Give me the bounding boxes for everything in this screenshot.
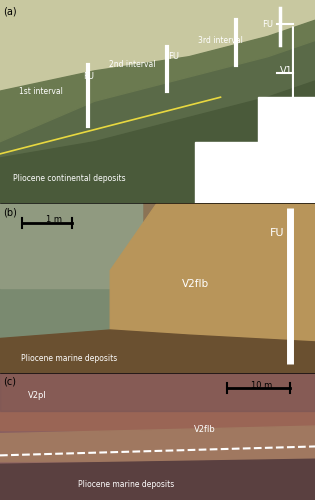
Text: (b): (b) bbox=[3, 208, 17, 218]
Polygon shape bbox=[0, 459, 315, 500]
Text: Pliocene marine deposits: Pliocene marine deposits bbox=[78, 480, 174, 489]
Text: 1st interval: 1st interval bbox=[19, 86, 63, 96]
Bar bbox=[195, 142, 315, 203]
Bar bbox=[0, 202, 142, 372]
Polygon shape bbox=[0, 426, 315, 462]
Polygon shape bbox=[0, 0, 315, 91]
Bar bbox=[258, 97, 315, 142]
Polygon shape bbox=[0, 330, 315, 372]
Text: (a): (a) bbox=[3, 6, 17, 16]
Polygon shape bbox=[0, 81, 315, 202]
Polygon shape bbox=[0, 20, 315, 142]
Text: 10 m: 10 m bbox=[251, 381, 272, 390]
Text: V2flb: V2flb bbox=[194, 426, 216, 434]
Text: V2pl: V2pl bbox=[28, 391, 47, 400]
Polygon shape bbox=[0, 372, 315, 411]
Bar bbox=[0, 202, 142, 288]
Text: 3rd interval: 3rd interval bbox=[198, 36, 243, 45]
Text: Pliocene continental deposits: Pliocene continental deposits bbox=[13, 174, 126, 182]
Polygon shape bbox=[0, 372, 315, 430]
Text: 1 m: 1 m bbox=[46, 215, 61, 224]
Text: FU: FU bbox=[262, 20, 273, 29]
Text: V1: V1 bbox=[280, 66, 293, 76]
Text: Pliocene marine deposits: Pliocene marine deposits bbox=[21, 354, 117, 364]
Text: 2nd interval: 2nd interval bbox=[109, 60, 156, 70]
Polygon shape bbox=[110, 202, 315, 372]
Text: FU: FU bbox=[83, 72, 94, 82]
Text: FU: FU bbox=[168, 52, 179, 61]
Text: (c): (c) bbox=[3, 376, 16, 386]
Text: FU: FU bbox=[270, 228, 284, 238]
Text: V2flb: V2flb bbox=[182, 279, 209, 289]
